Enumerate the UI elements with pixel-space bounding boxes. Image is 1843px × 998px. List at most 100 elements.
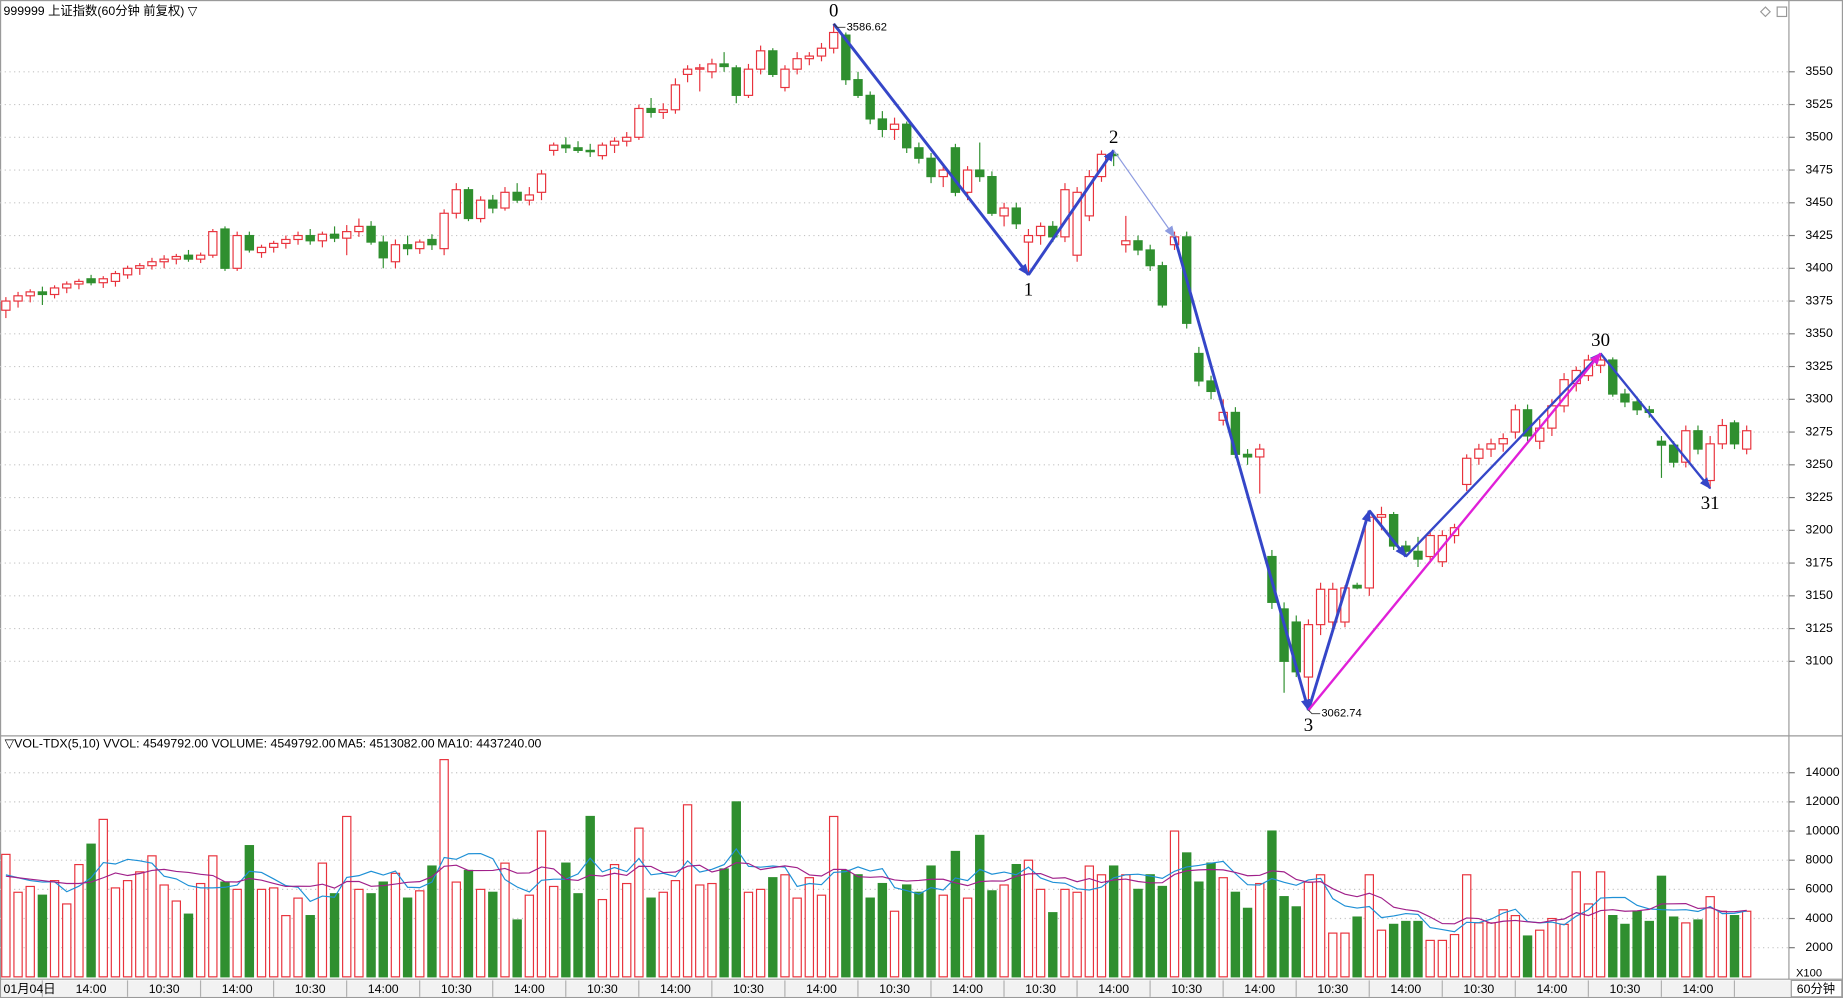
candle-body	[512, 191, 522, 201]
volume-bar	[475, 888, 486, 978]
candle-body	[1315, 588, 1326, 626]
v-tick-label: 4000	[1805, 911, 1833, 925]
volume-bar	[1681, 922, 1691, 978]
candle-body	[427, 238, 437, 246]
volume-bar	[1486, 922, 1496, 978]
candle-body	[1072, 191, 1082, 256]
candle-body	[1717, 424, 1728, 445]
volume-bar	[415, 890, 425, 978]
candle-body	[463, 189, 474, 220]
volume-bar	[1583, 903, 1594, 978]
x-tick-label: 14:00	[514, 982, 545, 996]
candle-body	[707, 63, 717, 73]
period-box[interactable]	[1790, 979, 1843, 998]
volume-bar	[98, 818, 108, 978]
candle-body	[62, 283, 72, 289]
candle-body	[1303, 624, 1314, 678]
candle-body	[1, 300, 11, 311]
wave-label: 30	[1591, 330, 1610, 351]
volume-bar	[1108, 865, 1119, 978]
wave-label: 2	[1109, 127, 1118, 148]
candle-body	[987, 176, 997, 214]
wave-arrow	[1599, 352, 1712, 490]
volume-bar	[1328, 932, 1338, 978]
volume-bar	[74, 863, 84, 978]
x-tick-label: 10:30	[733, 982, 764, 996]
candle-body	[1681, 430, 1691, 463]
volume-bar	[256, 888, 267, 978]
volume-bar	[1571, 871, 1581, 978]
volume-bar	[329, 893, 340, 978]
candle-body	[1510, 409, 1521, 433]
icon-diamond[interactable]	[1759, 6, 1771, 18]
candle-body	[743, 68, 754, 96]
candle-body	[1194, 352, 1204, 382]
volume-bar	[902, 884, 912, 978]
volume-bar	[609, 863, 620, 978]
candle-body	[1413, 550, 1423, 560]
volume-bar	[1352, 916, 1362, 978]
volume-bar	[317, 862, 328, 978]
volume-bar	[1729, 915, 1740, 978]
volume-bar	[1388, 923, 1399, 978]
candle-body	[938, 169, 948, 178]
period-label[interactable]: 60分钟	[1797, 981, 1835, 996]
volume-bar	[1535, 929, 1545, 978]
candle-body	[451, 189, 461, 214]
volume-bar	[1133, 888, 1143, 978]
candle-body	[439, 212, 449, 250]
volume-bar	[1437, 939, 1448, 978]
volume-header: ▽VOL-TDX(5,10) VVOL: 4549792.00	[5, 736, 209, 750]
candle-body	[342, 231, 352, 239]
x-tick-label: 10:30	[1610, 982, 1641, 996]
candle-body	[1401, 545, 1411, 552]
candle-body	[402, 244, 413, 250]
candle-body	[183, 254, 194, 260]
volume-bar	[25, 885, 35, 978]
volume-bar	[1035, 888, 1046, 978]
volume-bar	[305, 915, 315, 978]
volume-bar	[877, 882, 888, 978]
volume-bar	[402, 897, 413, 978]
candle-body	[1608, 359, 1618, 395]
window-icons[interactable]	[1759, 6, 1788, 18]
candle-body	[1376, 514, 1387, 518]
candle-body	[597, 144, 608, 157]
volume-bar	[1267, 830, 1277, 978]
volume-bar	[1644, 920, 1654, 978]
candle-body	[1474, 448, 1484, 459]
volume-unit: X100	[1796, 967, 1822, 979]
volume-bar	[755, 888, 766, 978]
volume-bar	[1291, 906, 1301, 978]
candle-body	[86, 278, 96, 284]
y-tick-label: 3425	[1805, 228, 1833, 242]
icon-square[interactable]	[1776, 6, 1788, 18]
candle-body	[1425, 534, 1435, 558]
candle-body	[609, 140, 620, 146]
volume-bar	[1413, 920, 1423, 978]
candle-body	[25, 291, 35, 297]
candle-body	[1461, 457, 1472, 486]
volume-bar	[561, 862, 571, 978]
volume-bar	[110, 887, 121, 978]
candle-body	[195, 254, 206, 260]
x-tick-label: 14:00	[1098, 982, 1129, 996]
volume-bar	[914, 891, 924, 978]
volume-bar	[1121, 874, 1131, 978]
volume-bar	[1668, 916, 1679, 978]
volume-bar	[1023, 859, 1034, 978]
volume-bar	[1693, 919, 1703, 978]
candle-body	[975, 169, 985, 178]
x-tick-label: 10:30	[441, 982, 472, 996]
candle-body	[889, 123, 900, 131]
volume-bar	[828, 815, 839, 978]
wave-arrow	[1173, 236, 1311, 712]
volume-bar	[975, 834, 985, 978]
candle-body	[1741, 430, 1752, 450]
candle-body	[1437, 534, 1448, 563]
wave-label: 3	[1304, 715, 1313, 736]
candle-body	[488, 199, 498, 209]
candle-body	[147, 261, 157, 267]
x-tick-label: 14:00	[806, 982, 837, 996]
volume-bar	[1401, 920, 1411, 978]
